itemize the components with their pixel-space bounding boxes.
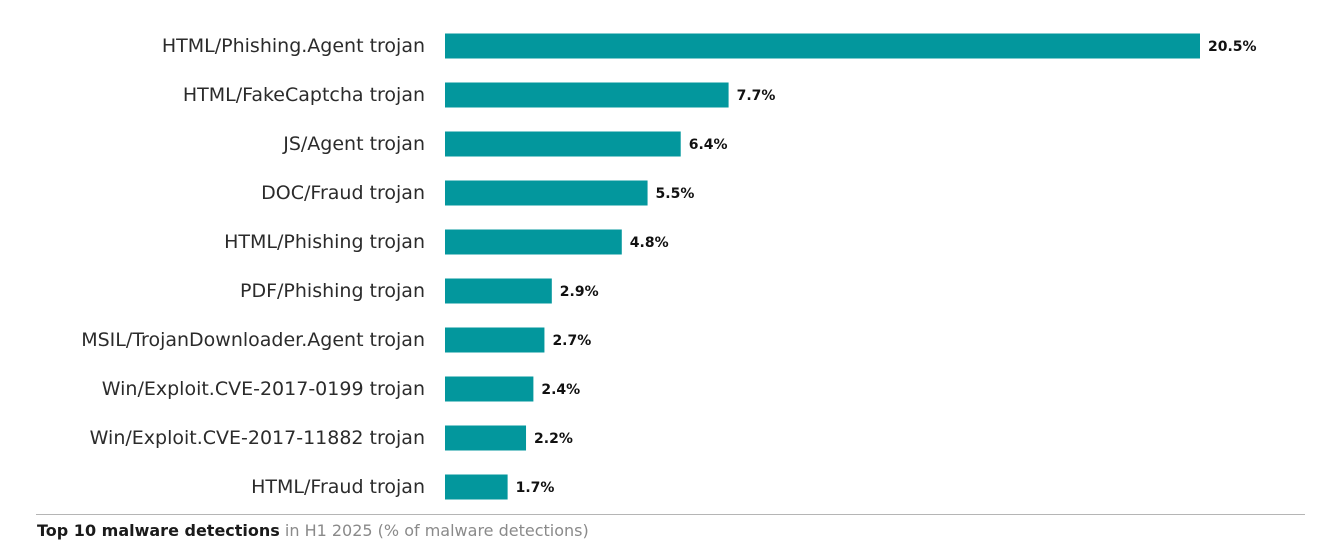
category-label-js-agent-trojan: JS/Agent trojan <box>282 133 425 155</box>
bar-chart: HTML/Phishing.Agent trojan 20.5% HTML/Fake… <box>81 33 1257 500</box>
bar-html-phishing-agent-trojan <box>445 33 1200 59</box>
bar-js-agent-trojan <box>445 131 681 157</box>
bar-html-fakecaptcha-trojan <box>445 82 729 108</box>
category-label-html-fraud-trojan: HTML/Fraud trojan <box>251 476 425 498</box>
value-label-html-phishing-trojan: 4.8% <box>630 235 669 251</box>
caption-subtitle: in H1 2025 (% of malware detections) <box>279 521 589 540</box>
value-label-msil-trojandownloader-agent-trojan: 2.7% <box>552 333 591 349</box>
value-label-html-fakecaptcha-trojan: 7.7% <box>737 88 776 104</box>
value-label-html-phishing-agent-trojan: 20.5% <box>1208 39 1257 55</box>
bar-html-fraud-trojan <box>445 474 508 500</box>
bar-html-phishing-trojan <box>445 229 622 255</box>
caption-title: Top 10 malware detections <box>37 521 280 540</box>
category-label-html-fakecaptcha-trojan: HTML/FakeCaptcha trojan <box>183 84 425 106</box>
value-label-win-exploit-cve-2017-11882-trojan: 2.2% <box>534 431 573 447</box>
bar-pdf-phishing-trojan <box>445 278 552 304</box>
value-label-win-exploit-cve-2017-0199-trojan: 2.4% <box>541 382 580 398</box>
value-label-doc-fraud-trojan: 5.5% <box>656 186 695 202</box>
category-label-pdf-phishing-trojan: PDF/Phishing trojan <box>240 280 425 302</box>
bar-win-exploit-cve-2017-11882-trojan <box>445 425 527 451</box>
category-label-doc-fraud-trojan: DOC/Fraud trojan <box>261 182 425 204</box>
category-label-win-exploit-cve-2017-11882-trojan: Win/Exploit.CVE-2017-11882 trojan <box>90 427 425 449</box>
bar-msil-trojandownloader-agent-trojan <box>445 327 545 353</box>
value-label-pdf-phishing-trojan: 2.9% <box>560 284 599 300</box>
value-label-js-agent-trojan: 6.4% <box>689 137 728 153</box>
chart-caption: Top 10 malware detections in H1 2025 (% … <box>37 521 589 540</box>
value-label-html-fraud-trojan: 1.7% <box>516 480 555 496</box>
bar-win-exploit-cve-2017-0199-trojan <box>445 376 534 402</box>
category-label-html-phishing-agent-trojan: HTML/Phishing.Agent trojan <box>162 35 425 57</box>
category-label-msil-trojandownloader-agent-trojan: MSIL/TrojanDownloader.Agent trojan <box>81 329 425 351</box>
caption-divider <box>36 514 1305 515</box>
category-label-win-exploit-cve-2017-0199-trojan: Win/Exploit.CVE-2017-0199 trojan <box>102 378 425 400</box>
category-label-html-phishing-trojan: HTML/Phishing trojan <box>224 231 425 253</box>
bar-doc-fraud-trojan <box>445 180 648 206</box>
